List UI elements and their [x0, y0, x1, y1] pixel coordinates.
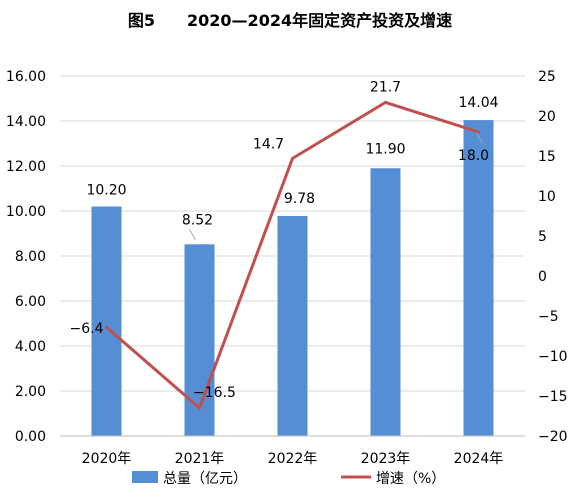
y-right-tick-label: −5 — [538, 309, 559, 325]
y-left-tick-label: 0.00 — [15, 429, 46, 445]
legend-label-line: 增速（%） — [376, 471, 445, 487]
label-leader-line — [189, 229, 196, 241]
y-left-tick-label: 4.00 — [15, 339, 46, 355]
line-value-label: 14.7 — [253, 136, 284, 152]
y-right-tick-label: 5 — [538, 229, 547, 245]
x-tick-label: 2021年 — [175, 451, 225, 467]
bar — [463, 120, 494, 436]
y-right-tick-label: 10 — [538, 189, 556, 205]
y-left-tick-label: 8.00 — [15, 249, 46, 265]
y-left-tick-label: 14.00 — [6, 114, 46, 130]
y-right-tick-label: −10 — [538, 349, 568, 365]
y-left-tick-label: 6.00 — [15, 294, 46, 310]
bar — [370, 168, 401, 436]
x-tick-label: 2024年 — [454, 451, 504, 467]
y-left-tick-label: 2.00 — [15, 384, 46, 400]
x-tick-label: 2023年 — [361, 451, 411, 467]
y-right-tick-label: 15 — [538, 149, 556, 165]
y-right-tick-label: 25 — [538, 69, 556, 85]
legend: 总量（亿元） 增速（%） — [132, 471, 445, 487]
line-series — [105, 100, 480, 410]
bar — [91, 206, 122, 436]
y-right-tick-label: −15 — [538, 389, 568, 405]
line-point — [477, 130, 480, 134]
legend-label-bar: 总量（亿元） — [163, 471, 247, 487]
y-right-tick-label: −20 — [538, 429, 568, 445]
line-value-label: −6.4 — [70, 321, 104, 337]
line-point — [384, 100, 387, 104]
label-leader-line — [476, 132, 483, 144]
axes: 0.00 2.00 4.00 6.00 8.00 10.00 12.00 14.00 16.00… — [6, 69, 568, 467]
bar-value-label: 11.90 — [365, 141, 405, 157]
x-tick-label: 2020年 — [82, 451, 132, 467]
bar-value-label: 9.78 — [284, 191, 315, 207]
bar-series — [91, 120, 494, 436]
legend-swatch-bar — [132, 471, 158, 483]
data-labels: 10.20 8.52 9.78 11.90 14.04 −6.4 −16.5 14.7 21.7… — [70, 79, 499, 401]
line-value-label: −16.5 — [193, 385, 236, 401]
bar-value-label: 8.52 — [182, 212, 213, 228]
y-left-tick-label: 10.00 — [6, 204, 46, 220]
chart-title: 图5 2020—2024年固定资产投资及增速 — [128, 11, 452, 30]
line-value-label: 18.0 — [458, 148, 489, 164]
y-right-tick-label: 20 — [538, 109, 556, 125]
line-point — [291, 156, 294, 160]
x-tick-label: 2022年 — [268, 451, 318, 467]
line-point — [198, 406, 201, 410]
y-left-tick-label: 16.00 — [6, 69, 46, 85]
line-value-label: 21.7 — [370, 79, 401, 95]
y-left-tick-label: 12.00 — [6, 159, 46, 175]
line-point — [105, 325, 108, 329]
bar-value-label: 14.04 — [458, 95, 498, 111]
y-right-tick-label: 0 — [538, 269, 547, 285]
bar — [277, 215, 308, 436]
bar-value-label: 10.20 — [86, 183, 126, 199]
